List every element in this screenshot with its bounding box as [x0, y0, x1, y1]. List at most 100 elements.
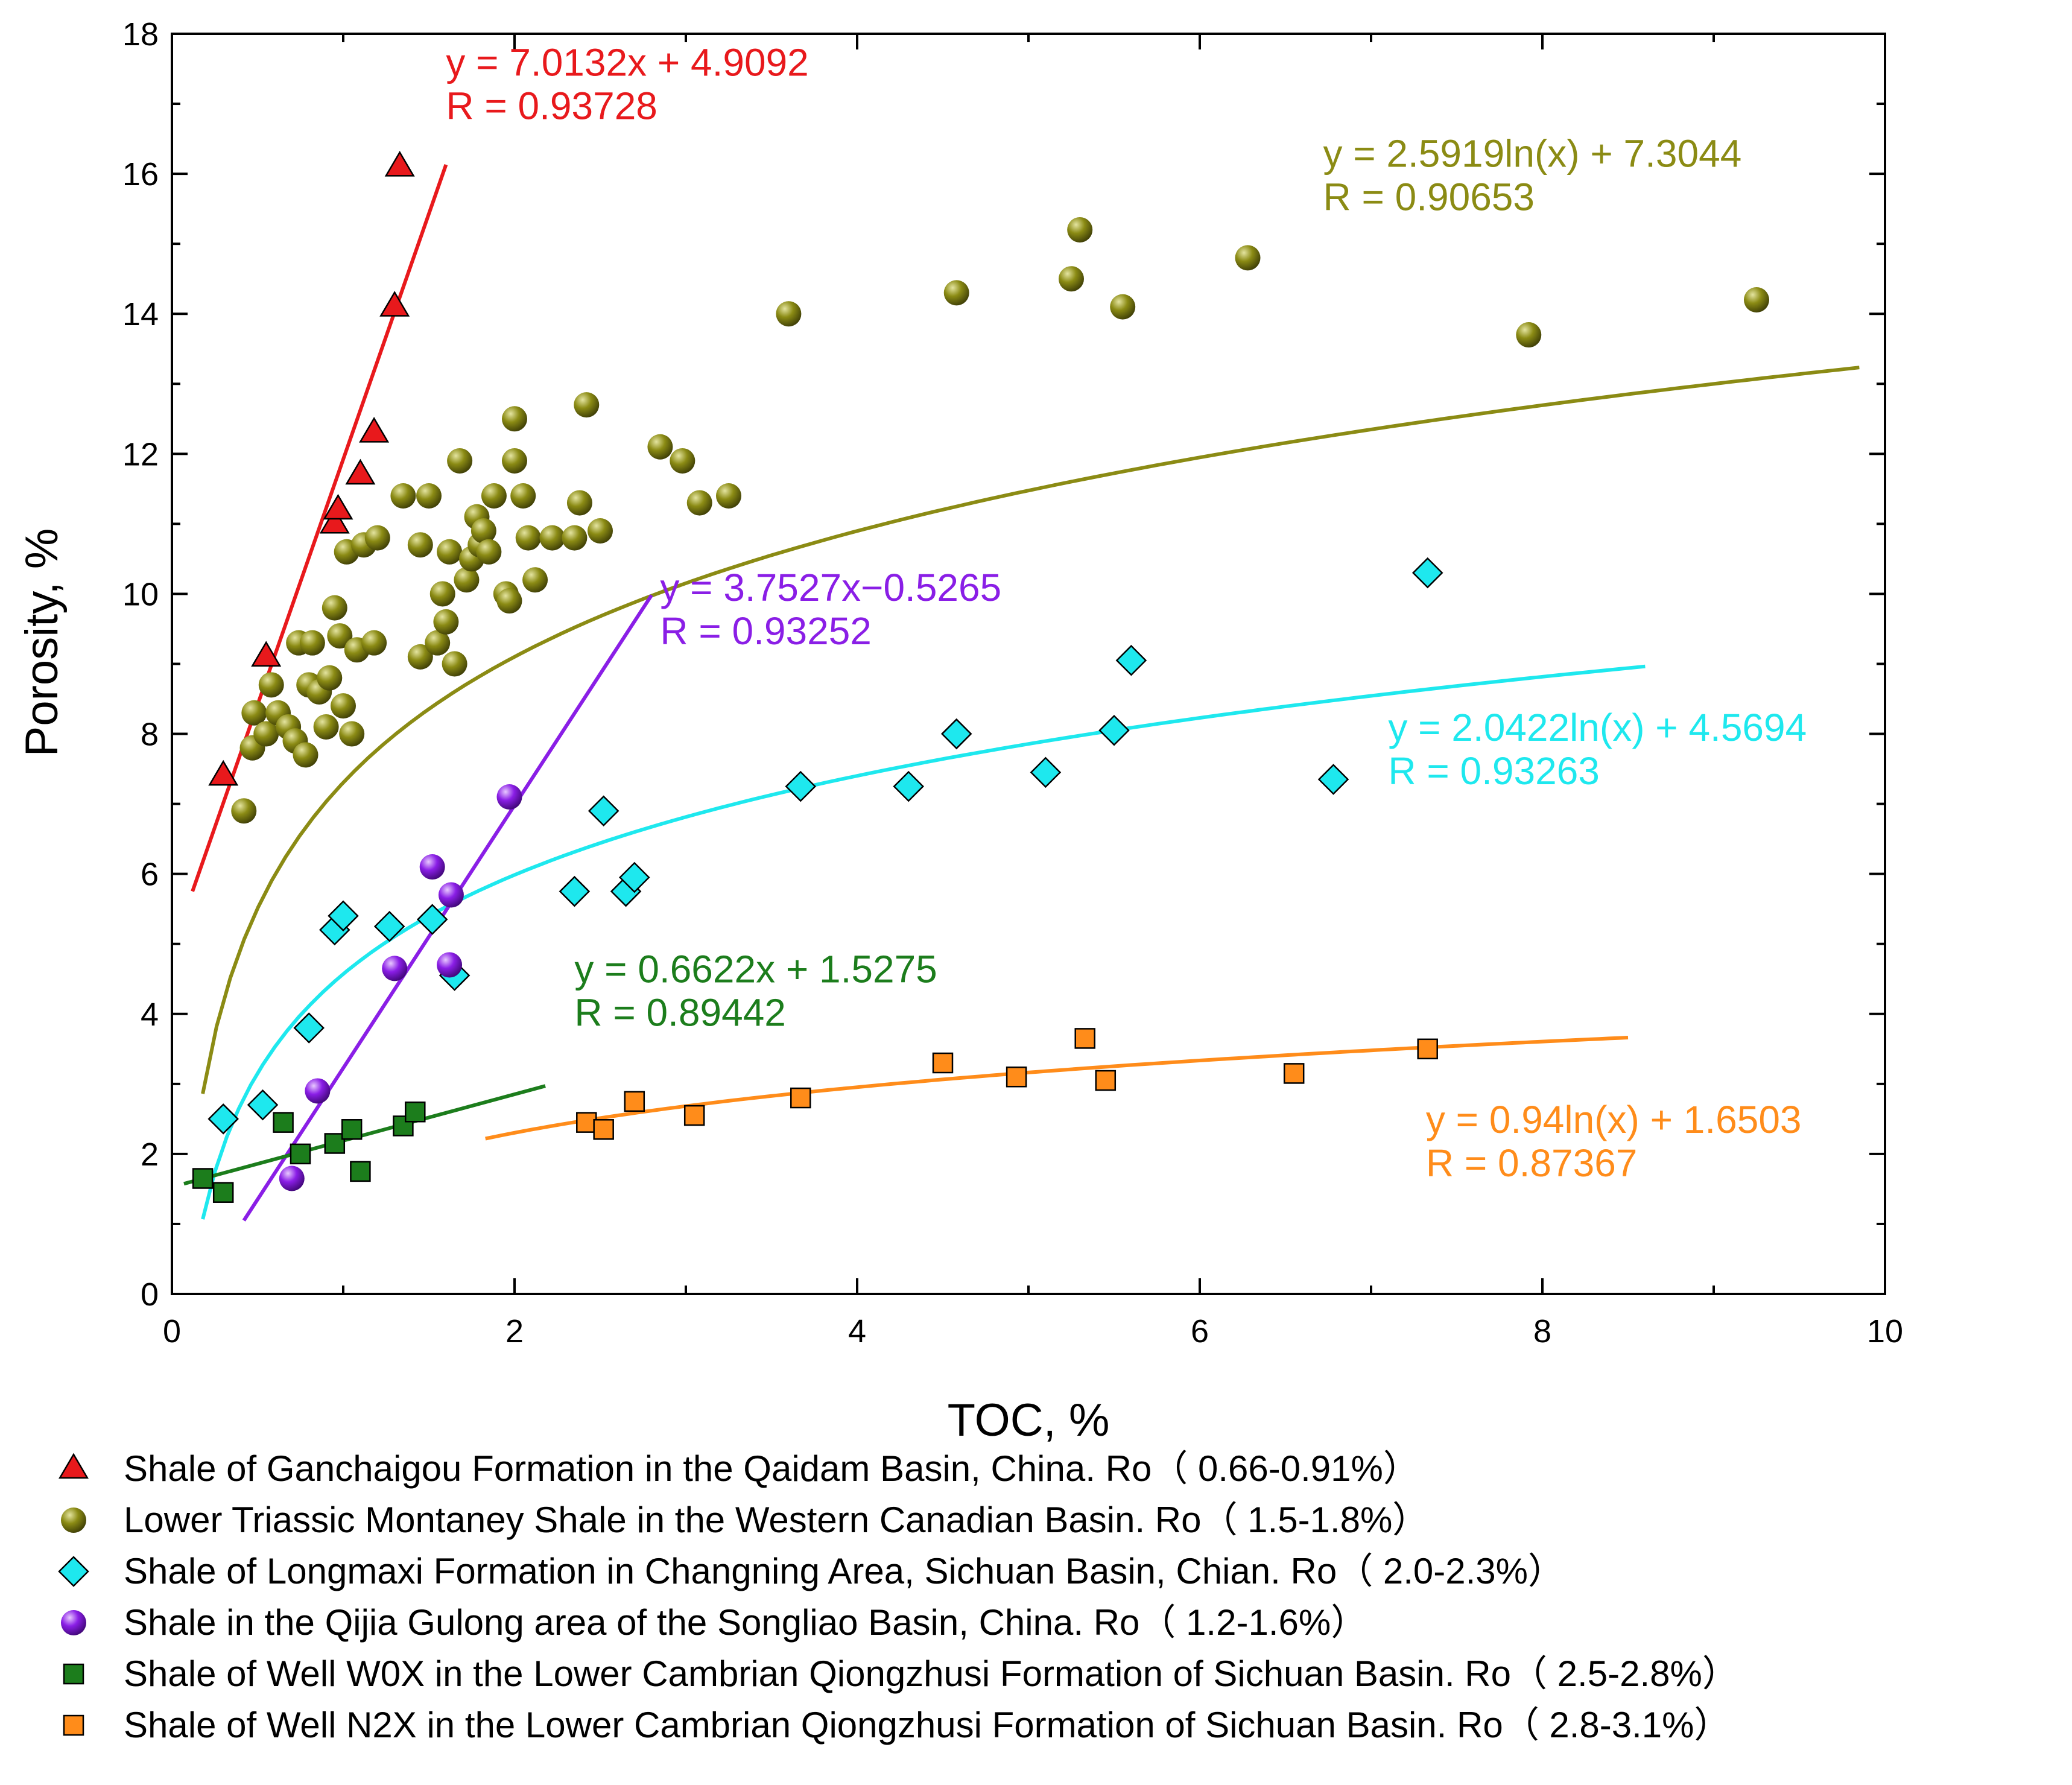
r-value-n2x: R = 0.87367 [1426, 1141, 1638, 1185]
y-tick-label: 8 [141, 717, 159, 753]
point-n2x [790, 1087, 811, 1109]
point-montaney [670, 448, 695, 474]
point-n2x [1095, 1070, 1117, 1091]
point-montaney [293, 742, 318, 768]
point-montaney [1067, 217, 1093, 243]
legend-marker-qijia [61, 1610, 86, 1635]
y-tick-label: 14 [122, 296, 159, 332]
series-qijia [279, 784, 522, 1191]
point-longmaxi [293, 1012, 325, 1044]
point-montaney [231, 798, 257, 824]
point-n2x [1074, 1028, 1095, 1049]
x-tick-label: 8 [1533, 1313, 1551, 1349]
point-montaney [327, 623, 353, 649]
point-montaney [339, 721, 365, 747]
point-montaney [407, 532, 433, 558]
point-w0x [212, 1182, 234, 1203]
point-w0x [350, 1161, 371, 1182]
y-tick-label: 10 [122, 576, 159, 612]
y-tick-label: 0 [141, 1276, 159, 1313]
legend-marker-n2x [63, 1714, 84, 1736]
point-longmaxi [588, 795, 619, 826]
point-longmaxi [1115, 644, 1147, 676]
point-montaney [496, 588, 522, 614]
y-axis: 0 2 4 6 8 10 12 14 16 18 [122, 16, 1885, 1313]
x-tick-label: 4 [848, 1313, 866, 1349]
point-w0x [290, 1143, 311, 1165]
point-montaney [454, 567, 480, 593]
point-longmaxi [559, 875, 591, 907]
point-montaney [433, 609, 459, 635]
point-ganchaigou [379, 291, 410, 317]
point-montaney [776, 301, 802, 327]
point-montaney [502, 406, 527, 432]
point-montaney [588, 518, 613, 544]
data-points [192, 151, 1769, 1203]
point-montaney [447, 448, 473, 474]
point-montaney [361, 630, 387, 656]
point-w0x [324, 1133, 346, 1154]
point-qijia [437, 952, 463, 978]
fit-line-w0x [183, 1084, 546, 1186]
equation-n2x: y = 0.94ln(x) + 1.6503 [1426, 1098, 1802, 1141]
legend-marker-w0x [63, 1663, 84, 1685]
point-qijia [305, 1078, 331, 1104]
point-montaney [429, 581, 455, 607]
equation-ganchaigou: y = 7.0132x + 4.9092 [446, 41, 808, 84]
x-tick-label: 0 [163, 1313, 181, 1349]
point-longmaxi [1317, 764, 1349, 795]
y-tick-label: 6 [141, 857, 159, 893]
point-longmaxi [373, 910, 405, 942]
series-longmaxi [208, 557, 1443, 1135]
legend-marker-longmaxi [58, 1556, 89, 1587]
point-qijia [279, 1165, 305, 1191]
point-longmaxi [785, 770, 817, 802]
series-montaney [231, 217, 1769, 824]
point-montaney [253, 721, 279, 747]
point-qijia [438, 882, 464, 908]
point-longmaxi [1030, 756, 1062, 788]
point-longmaxi [940, 718, 972, 750]
point-longmaxi [416, 904, 448, 935]
point-montaney [442, 651, 467, 677]
series-n2x [576, 1028, 1438, 1140]
legend-marker-montaney [61, 1508, 86, 1533]
point-ganchaigou [251, 641, 282, 667]
point-montaney [407, 644, 433, 670]
fit-line-montaney [201, 366, 1860, 1094]
point-longmaxi [247, 1089, 279, 1121]
legend-marker-ganchaigou [59, 1453, 89, 1479]
point-w0x [273, 1112, 294, 1133]
point-montaney [241, 700, 267, 726]
point-montaney [470, 518, 496, 544]
point-qijia [419, 854, 445, 880]
point-ganchaigou [359, 417, 390, 443]
point-montaney [716, 483, 741, 509]
legend-label-longmaxi: Shale of Longmaxi Formation in Changning… [124, 1551, 1564, 1591]
point-montaney [943, 280, 969, 306]
y-tick-label: 2 [141, 1137, 159, 1173]
point-montaney [258, 672, 284, 698]
fit-lines [183, 164, 1860, 1222]
point-w0x [192, 1168, 214, 1189]
point-longmaxi [619, 861, 650, 893]
y-axis-title: Porosity, % [16, 528, 68, 757]
point-montaney [515, 525, 541, 551]
point-longmaxi [893, 770, 924, 802]
point-ganchaigou [384, 151, 415, 177]
point-n2x [932, 1052, 954, 1074]
equation-qijia: y = 3.7527x−0.5265 [660, 566, 1001, 609]
series-w0x [192, 1102, 426, 1203]
point-w0x [405, 1102, 426, 1123]
r-value-w0x: R = 0.89442 [574, 991, 786, 1035]
point-longmaxi [208, 1103, 239, 1135]
point-ganchaigou [208, 759, 239, 786]
point-n2x [624, 1091, 645, 1112]
equation-longmaxi: y = 2.0422ln(x) + 4.5694 [1388, 706, 1807, 749]
point-longmaxi [328, 900, 359, 932]
point-ganchaigou [323, 493, 353, 520]
point-montaney [322, 595, 347, 621]
point-montaney [1059, 266, 1084, 292]
y-tick-label: 16 [122, 156, 159, 192]
